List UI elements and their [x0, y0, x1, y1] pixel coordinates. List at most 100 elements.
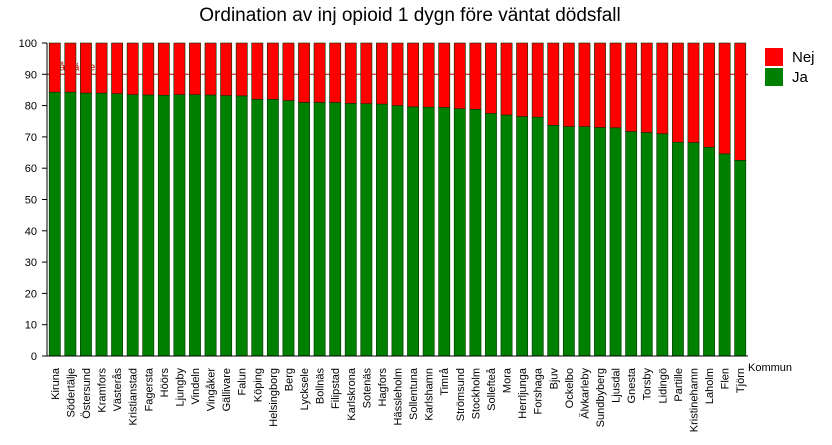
legend-label: Ja	[792, 69, 809, 86]
bar-segment	[329, 102, 342, 357]
x-tick-label: Södertälje	[65, 368, 77, 418]
x-tick-label: Kristinehamn	[688, 368, 700, 432]
x-tick-label: Sotenäs	[361, 368, 373, 409]
x-tick-label: Hagfors	[377, 368, 389, 407]
y-tick-label: 80	[25, 101, 37, 113]
x-tick-label: Strömsund	[455, 368, 467, 421]
x-tick-label: Ljungby	[174, 368, 186, 407]
x-tick-label: Köping	[252, 368, 264, 402]
bar-segment	[220, 42, 233, 96]
x-tick-label: Älvkarleby	[579, 368, 591, 419]
bar-segment	[95, 42, 108, 94]
x-tick-label: Flen	[720, 368, 732, 389]
x-tick-label: Karlskrona	[346, 367, 358, 420]
bar-segment	[609, 127, 622, 357]
bar-segment	[516, 42, 529, 117]
bar-segment	[469, 109, 482, 357]
x-tick-label: Laholm	[704, 368, 716, 404]
x-tick-label: Ljusdal	[611, 368, 623, 403]
bar-segment	[126, 42, 139, 95]
bar-segment	[578, 42, 591, 127]
x-tick-label: Lycksele	[299, 368, 311, 410]
x-tick-label: Kiruna	[50, 367, 62, 400]
bar-segment	[126, 94, 139, 357]
bar-segment	[235, 95, 248, 357]
bar-segment	[734, 42, 747, 161]
bar-segment	[157, 94, 170, 357]
bar-segment	[48, 42, 61, 93]
bar-segment	[266, 99, 279, 357]
bar-segment	[671, 42, 684, 143]
bar-segment	[111, 93, 124, 357]
bar-segment	[594, 42, 606, 128]
bar-segment	[656, 133, 669, 357]
bar-segment	[516, 116, 529, 357]
bar-segment	[485, 42, 497, 114]
bar-segment	[391, 42, 404, 106]
bar-segment	[500, 114, 513, 357]
bar-segment	[453, 108, 466, 357]
x-tick-label: Fagersta	[143, 367, 155, 411]
bar-segment	[391, 105, 404, 357]
chart-title: Ordination av inj opioid 1 dygn före vän…	[199, 5, 620, 26]
x-tick-label: Mora	[502, 367, 514, 393]
bar-segment	[625, 131, 638, 357]
bar-segment	[547, 42, 560, 126]
bar-segment	[298, 102, 310, 357]
bar-segment	[80, 42, 92, 94]
bar-segment	[656, 42, 669, 135]
bar-segment	[142, 42, 155, 96]
bar-segment	[329, 42, 342, 103]
bar-segment	[189, 42, 201, 95]
bar-segment	[157, 42, 170, 96]
bar-segment	[453, 42, 466, 110]
bar-segment	[469, 42, 482, 110]
x-tick-label: Vindeln	[190, 368, 202, 405]
bar-segment	[266, 42, 279, 100]
x-tick-label: Sollefteå	[486, 367, 498, 411]
bar-segment	[718, 153, 731, 357]
y-tick-label: 60	[25, 163, 37, 175]
bar-segment	[173, 42, 186, 95]
bar-segment	[687, 42, 700, 143]
bar-segment	[344, 103, 357, 357]
bar-segment	[360, 103, 373, 357]
bar-segment	[64, 91, 77, 357]
x-tick-label: Berg	[283, 368, 295, 391]
y-tick-label: 0	[31, 351, 37, 363]
x-tick-label: Timrå	[439, 367, 451, 396]
x-tick-label: Gällivare	[221, 368, 233, 411]
bar-segment	[313, 102, 326, 357]
x-tick-label: Gnesta	[626, 367, 638, 403]
x-tick-label: Hässleholm	[393, 368, 405, 425]
bar-segment	[282, 100, 295, 357]
y-tick-label: 90	[25, 69, 37, 81]
bar-segment	[376, 103, 388, 357]
bar-segment	[703, 146, 715, 357]
x-tick-label: Falun	[237, 368, 249, 396]
x-tick-label: Partille	[673, 368, 685, 402]
bar-segment	[625, 42, 638, 132]
bar-segment	[64, 42, 77, 93]
x-tick-label: Kramfors	[97, 368, 109, 413]
bar-segment	[718, 42, 731, 155]
bar-segment	[376, 42, 388, 105]
x-tick-label: Sundbyberg	[595, 368, 607, 427]
y-tick-label: 20	[25, 288, 37, 300]
x-tick-label: Sollentuna	[408, 367, 420, 420]
x-tick-label: Vingåker	[206, 368, 218, 412]
bar-segment	[298, 42, 310, 103]
x-tick-label: Stockholm	[470, 368, 482, 419]
x-axis-label: Kommun	[748, 362, 792, 374]
y-tick-label: 30	[25, 257, 37, 269]
bar-segment	[220, 95, 233, 357]
x-tick-label: Ockelbo	[564, 368, 576, 408]
y-tick-label: 50	[25, 195, 37, 207]
bar-segment	[594, 127, 606, 357]
x-tick-label: Bjuv	[548, 368, 560, 390]
bar-segment	[531, 116, 544, 357]
bar-segment	[422, 106, 435, 357]
legend-label: Nej	[792, 49, 815, 66]
